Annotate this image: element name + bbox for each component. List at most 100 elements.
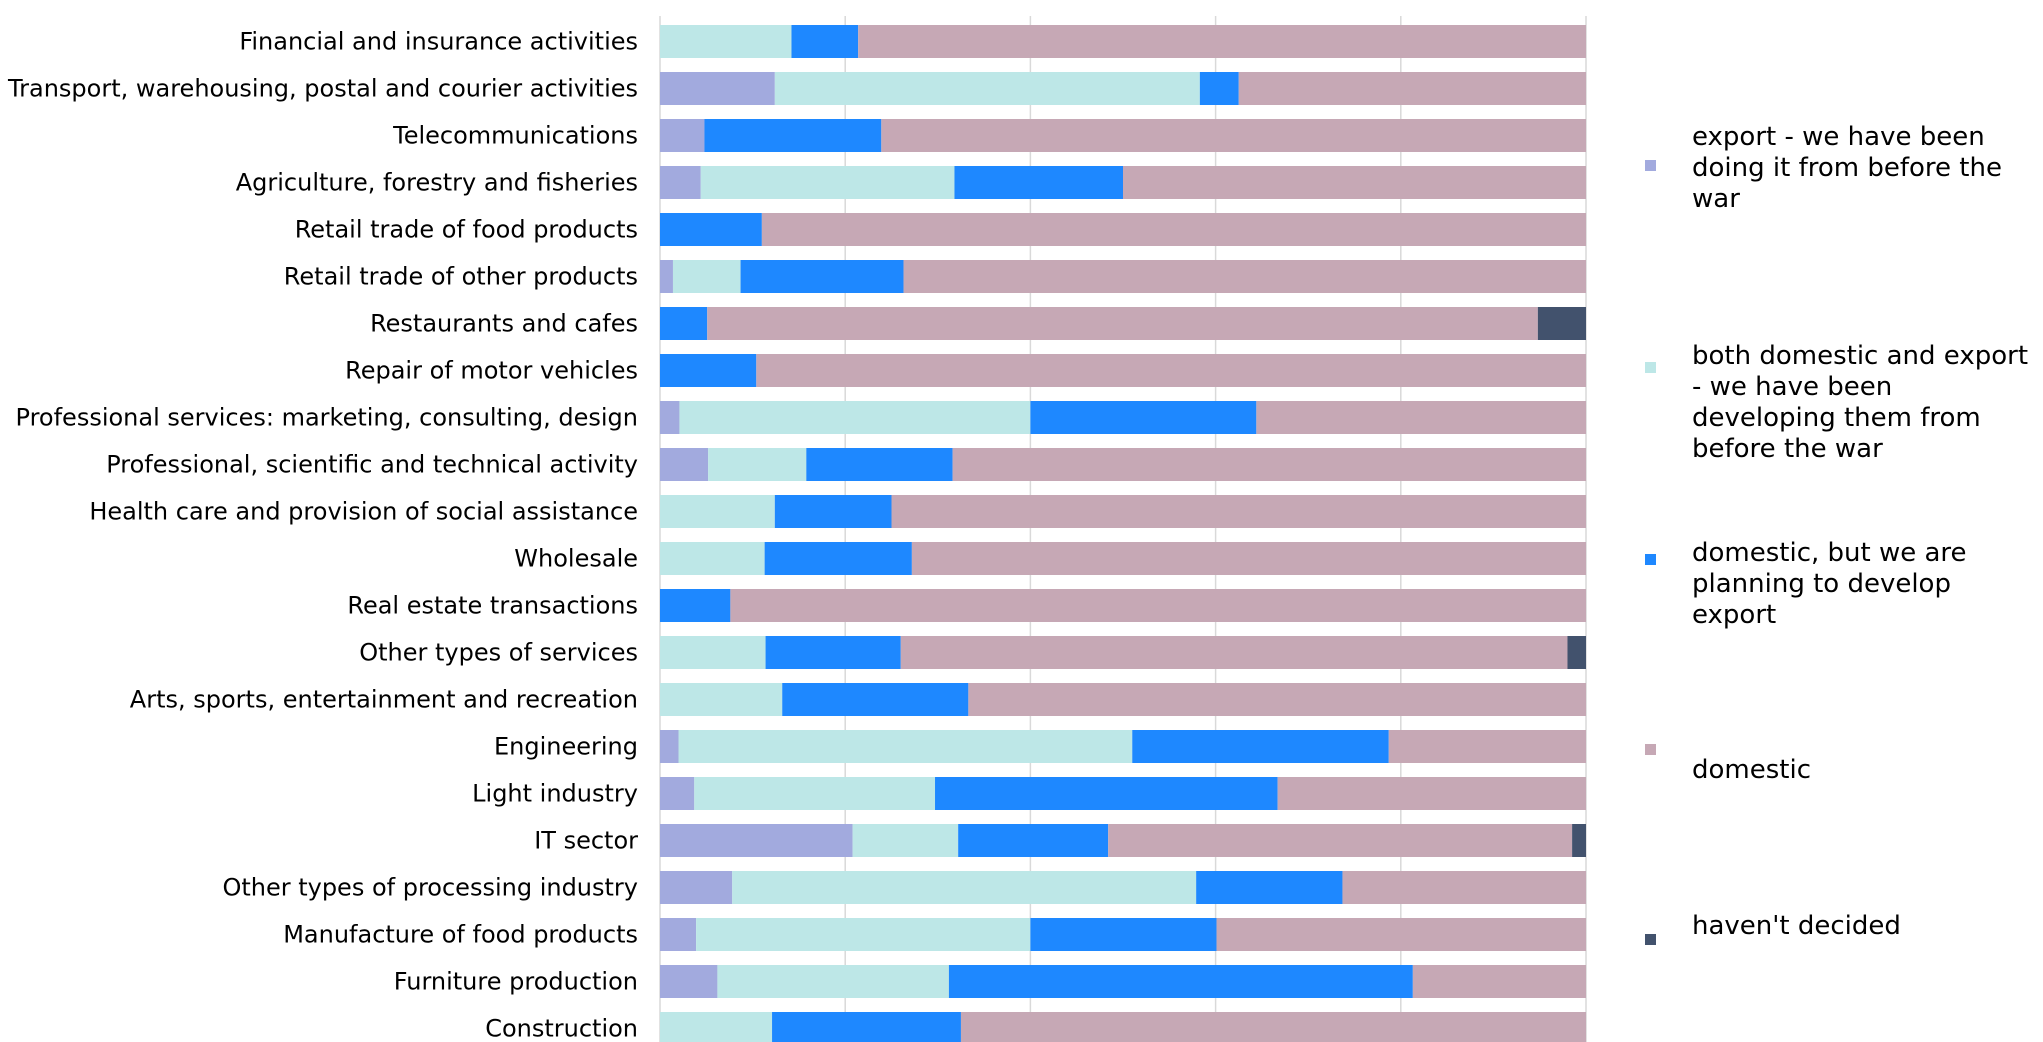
category-label: Furniture production xyxy=(394,968,638,996)
category-label: Professional, scientific and technical a… xyxy=(106,451,638,479)
bar-segment xyxy=(660,354,757,387)
bar-segment xyxy=(694,777,936,810)
category-label: Retail trade of other products xyxy=(284,263,638,291)
bar-segment xyxy=(660,824,853,857)
category-label: Other types of services xyxy=(359,639,638,667)
bar-segment xyxy=(660,307,708,340)
bar-segment xyxy=(730,589,1586,622)
bar-segment xyxy=(660,495,775,528)
bar-segment xyxy=(1572,824,1586,857)
bar-segment xyxy=(765,636,901,669)
bar-segment xyxy=(952,448,1586,481)
bar-segment xyxy=(1388,730,1586,763)
category-label: Real estate transactions xyxy=(347,592,638,620)
category-label: Retail trade of food products xyxy=(295,216,638,244)
bar-segment xyxy=(696,918,1031,951)
bar-segment xyxy=(954,166,1123,199)
bar-segment xyxy=(660,683,783,716)
bar-segment xyxy=(1108,824,1573,857)
legend-marker xyxy=(1645,160,1656,171)
bar-segment xyxy=(1216,918,1586,951)
bar-segment xyxy=(968,683,1586,716)
bar-segment xyxy=(1256,401,1586,434)
bar-segment xyxy=(740,260,904,293)
category-label: Arts, sports, entertainment and recreati… xyxy=(130,686,638,714)
bar-segment xyxy=(806,448,953,481)
bar-segment xyxy=(717,965,949,998)
bar-segment xyxy=(1123,166,1586,199)
bar-segment xyxy=(911,542,1586,575)
bar-segment xyxy=(660,589,731,622)
bar-segment xyxy=(678,730,1133,763)
bar-segment xyxy=(708,448,807,481)
category-label: Agriculture, forestry and fisheries xyxy=(236,169,638,197)
bar-segment xyxy=(707,307,1538,340)
bar-segment xyxy=(700,166,955,199)
bar-segment xyxy=(660,1012,773,1042)
bar-segment xyxy=(660,871,733,904)
legend-marker xyxy=(1645,362,1656,373)
bar-segment xyxy=(1196,871,1343,904)
bar-segment xyxy=(660,72,775,105)
bar-segment xyxy=(660,213,762,246)
bar-segment xyxy=(958,824,1109,857)
bar-segment xyxy=(852,824,959,857)
category-label: Wholesale xyxy=(514,545,638,573)
category-label: Other types of processing industry xyxy=(222,874,638,902)
bar-segment xyxy=(900,636,1568,669)
legend-marker xyxy=(1645,934,1656,945)
bar-segment xyxy=(660,636,766,669)
bar-segment xyxy=(881,119,1586,152)
category-label: Health care and provision of social assi… xyxy=(89,498,638,526)
category-label: IT sector xyxy=(534,827,638,855)
bar-segment xyxy=(791,25,859,58)
bar-segment xyxy=(660,448,709,481)
bar-segment xyxy=(660,542,765,575)
bar-segment xyxy=(772,1012,961,1042)
bar-segment xyxy=(660,260,673,293)
category-labels: Financial and insurance activities Transp… xyxy=(7,28,638,1042)
legend-label: domestic xyxy=(1692,755,1811,785)
legend-label: export - we have been doing it from befor… xyxy=(1692,122,2002,214)
bar-segment xyxy=(660,918,697,951)
bar-segment xyxy=(774,495,892,528)
bar-segment xyxy=(660,730,679,763)
bar-segment xyxy=(782,683,969,716)
bar-segment xyxy=(891,495,1586,528)
legend-label: both domestic and export - we have been de… xyxy=(1692,341,2028,464)
bar-segment xyxy=(774,72,1200,105)
bar-segment xyxy=(660,401,680,434)
bar-segment xyxy=(858,25,1586,58)
category-label: Manufacture of food products xyxy=(283,921,638,949)
category-label: Engineering xyxy=(494,733,638,761)
bar-segment xyxy=(761,213,1586,246)
category-label: Restaurants and cafes xyxy=(370,310,638,338)
bar-segment xyxy=(732,871,1197,904)
bar-segment xyxy=(660,166,701,199)
bar-segment xyxy=(1412,965,1586,998)
legend-marker xyxy=(1645,744,1656,755)
bar-segment xyxy=(764,542,912,575)
bar-segment xyxy=(1199,72,1239,105)
category-label: Professional services: marketing, consul… xyxy=(16,404,638,432)
bar-segment xyxy=(948,965,1413,998)
bar-segment xyxy=(756,354,1586,387)
legend-label: domestic, but we are planning to develop e… xyxy=(1692,538,1967,630)
category-label: Light industry xyxy=(472,780,638,808)
bar-segment xyxy=(960,1012,1586,1042)
bar-segment xyxy=(1567,636,1586,669)
legend-label: haven't decided xyxy=(1692,911,1901,941)
category-label: Telecommunications xyxy=(392,122,638,150)
bar-segment xyxy=(1537,307,1586,340)
bar-segment xyxy=(1342,871,1586,904)
legend-marker xyxy=(1645,554,1656,565)
category-label: Repair of motor vehicles xyxy=(345,357,638,385)
bar-segment xyxy=(1030,401,1257,434)
bars xyxy=(660,25,1586,1042)
bar-segment xyxy=(672,260,741,293)
legend: export - we have been doing it from befor… xyxy=(1645,122,2028,945)
category-label: Construction xyxy=(485,1015,638,1042)
bar-segment xyxy=(679,401,1031,434)
bar-segment xyxy=(660,777,695,810)
